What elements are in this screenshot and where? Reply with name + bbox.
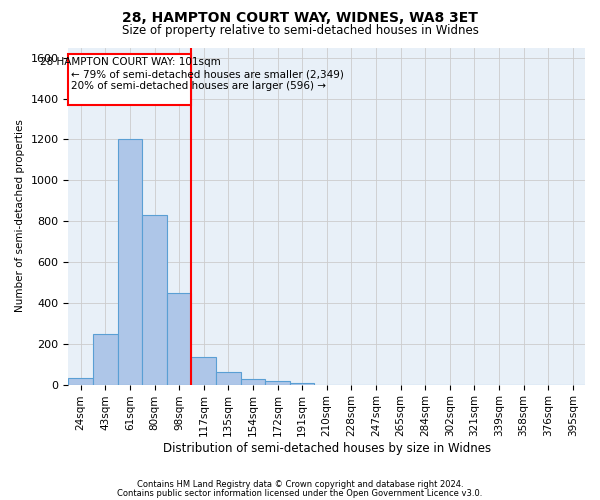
Text: Size of property relative to semi-detached houses in Widnes: Size of property relative to semi-detach… (122, 24, 478, 37)
Text: 28, HAMPTON COURT WAY, WIDNES, WA8 3ET: 28, HAMPTON COURT WAY, WIDNES, WA8 3ET (122, 11, 478, 25)
Text: Contains public sector information licensed under the Open Government Licence v3: Contains public sector information licen… (118, 489, 482, 498)
Text: ← 79% of semi-detached houses are smaller (2,349): ← 79% of semi-detached houses are smalle… (71, 69, 344, 79)
Bar (290, 383, 314, 384)
Bar (142, 215, 167, 384)
Text: 28 HAMPTON COURT WAY: 101sqm: 28 HAMPTON COURT WAY: 101sqm (40, 57, 220, 67)
Y-axis label: Number of semi-detached properties: Number of semi-detached properties (15, 120, 25, 312)
X-axis label: Distribution of semi-detached houses by size in Widnes: Distribution of semi-detached houses by … (163, 442, 491, 455)
Bar (167, 292, 191, 384)
Text: 20% of semi-detached houses are larger (596) →: 20% of semi-detached houses are larger (… (71, 81, 326, 91)
Bar (68, 378, 93, 384)
Bar (93, 334, 118, 384)
Bar (118, 140, 142, 384)
Text: Contains HM Land Registry data © Crown copyright and database right 2024.: Contains HM Land Registry data © Crown c… (137, 480, 463, 489)
Bar (191, 357, 216, 384)
Bar (216, 372, 241, 384)
Bar (241, 380, 265, 384)
Bar (265, 381, 290, 384)
FancyBboxPatch shape (68, 54, 191, 104)
